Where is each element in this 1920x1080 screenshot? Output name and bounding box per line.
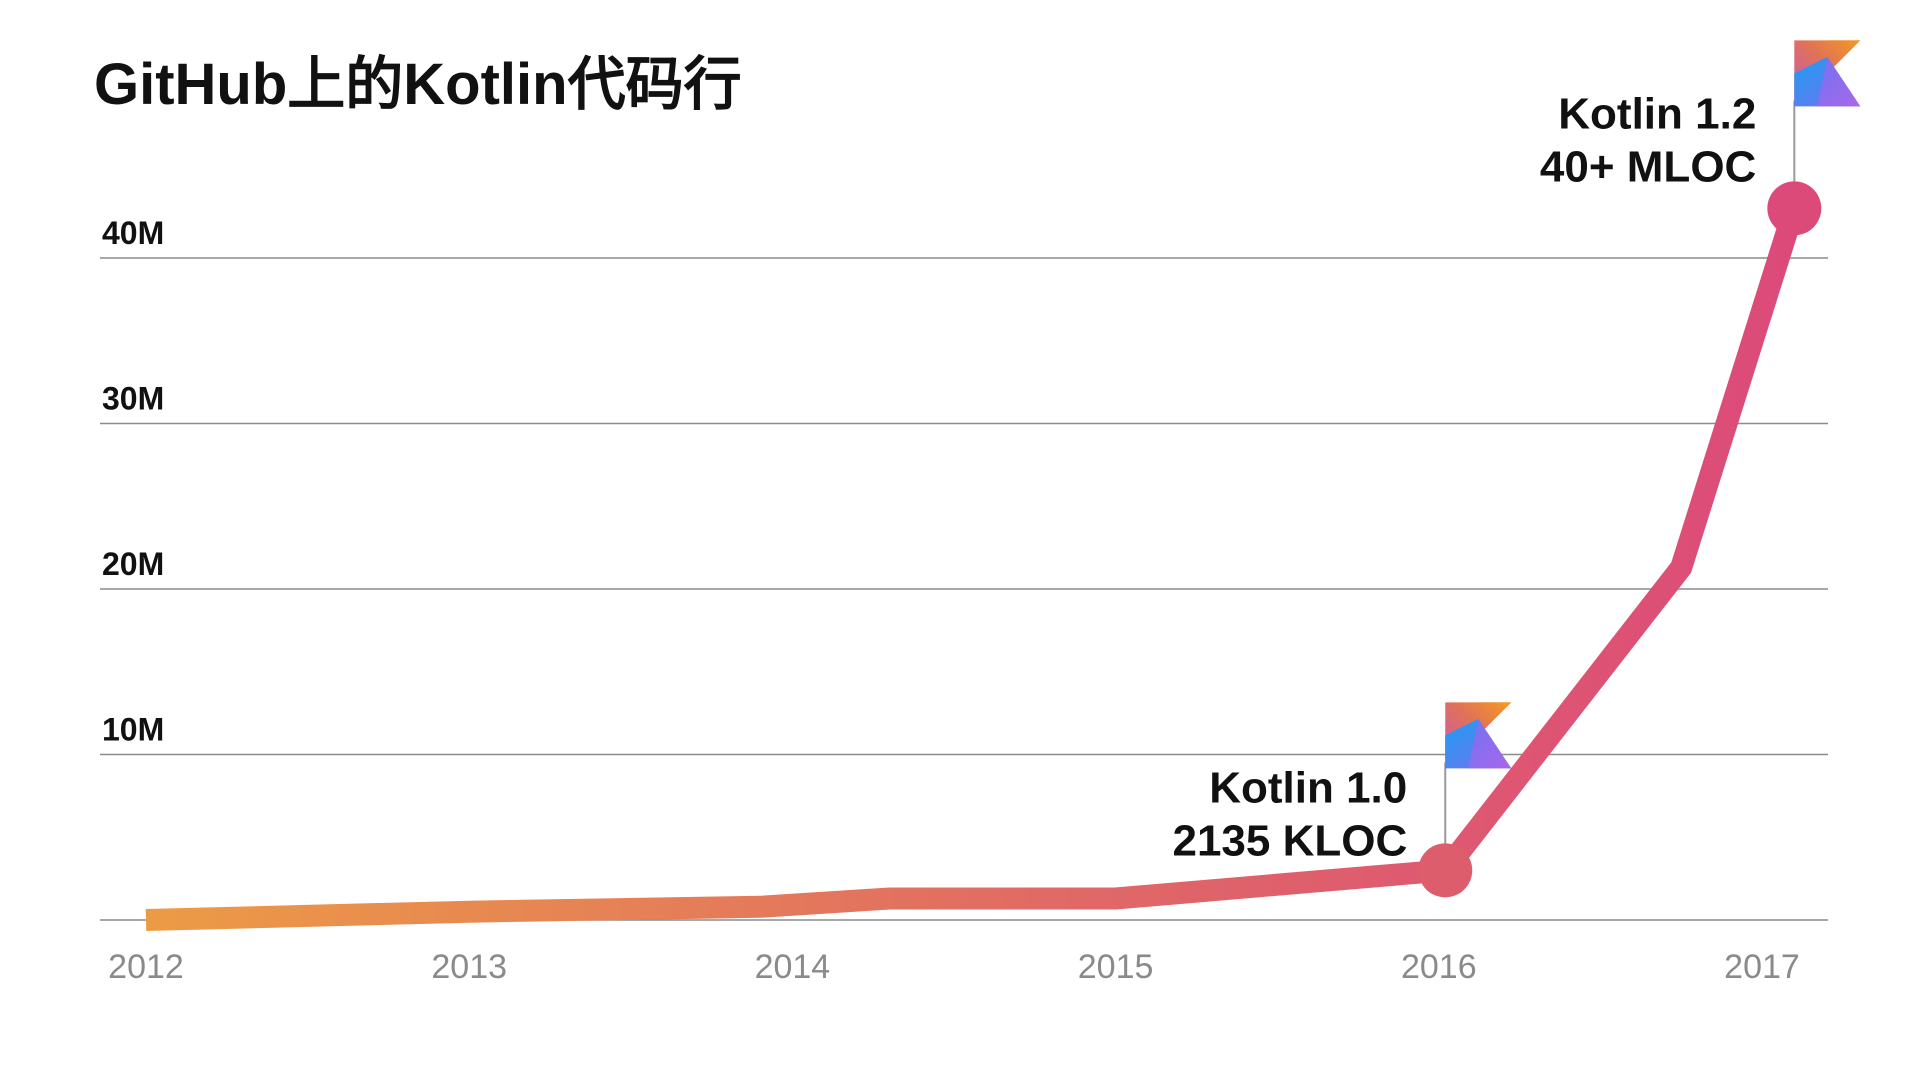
series-layer [145,205,1805,931]
annotation-label: 2135 KLOC [1172,816,1407,865]
series-line [145,205,1805,931]
annotation-label: 40+ MLOC [1540,142,1756,191]
grid-lines [100,257,1828,921]
y-tick-label: 20M [102,546,164,582]
y-tick-label: 30M [102,381,164,417]
kotlin-logo-icon [1794,40,1861,107]
x-axis-tick-labels: 2012 2013 2014 2015 2016 2017 [108,948,1800,986]
x-tick-label: 2016 [1401,948,1477,986]
annotation-label: Kotlin 1.2 [1558,89,1756,138]
x-tick-label: 2015 [1078,948,1154,986]
y-tick-label: 10M [102,712,164,748]
x-tick-label: 2014 [755,948,831,986]
y-axis-tick-labels: 10M 20M 30M 40M [102,215,164,748]
release-marker [1767,181,1822,236]
kotlin-logo-icon [1445,702,1512,769]
release-annotation: Kotlin 1.240+ MLOC [1540,40,1861,236]
y-tick-label: 40M [102,215,164,251]
x-tick-label: 2012 [108,948,184,986]
annotation-label: Kotlin 1.0 [1209,763,1407,812]
x-tick-label: 2017 [1724,948,1800,986]
x-tick-label: 2013 [431,948,507,986]
chart-title: GitHub上的Kotlin代码行 [94,52,742,117]
release-marker [1418,843,1473,898]
